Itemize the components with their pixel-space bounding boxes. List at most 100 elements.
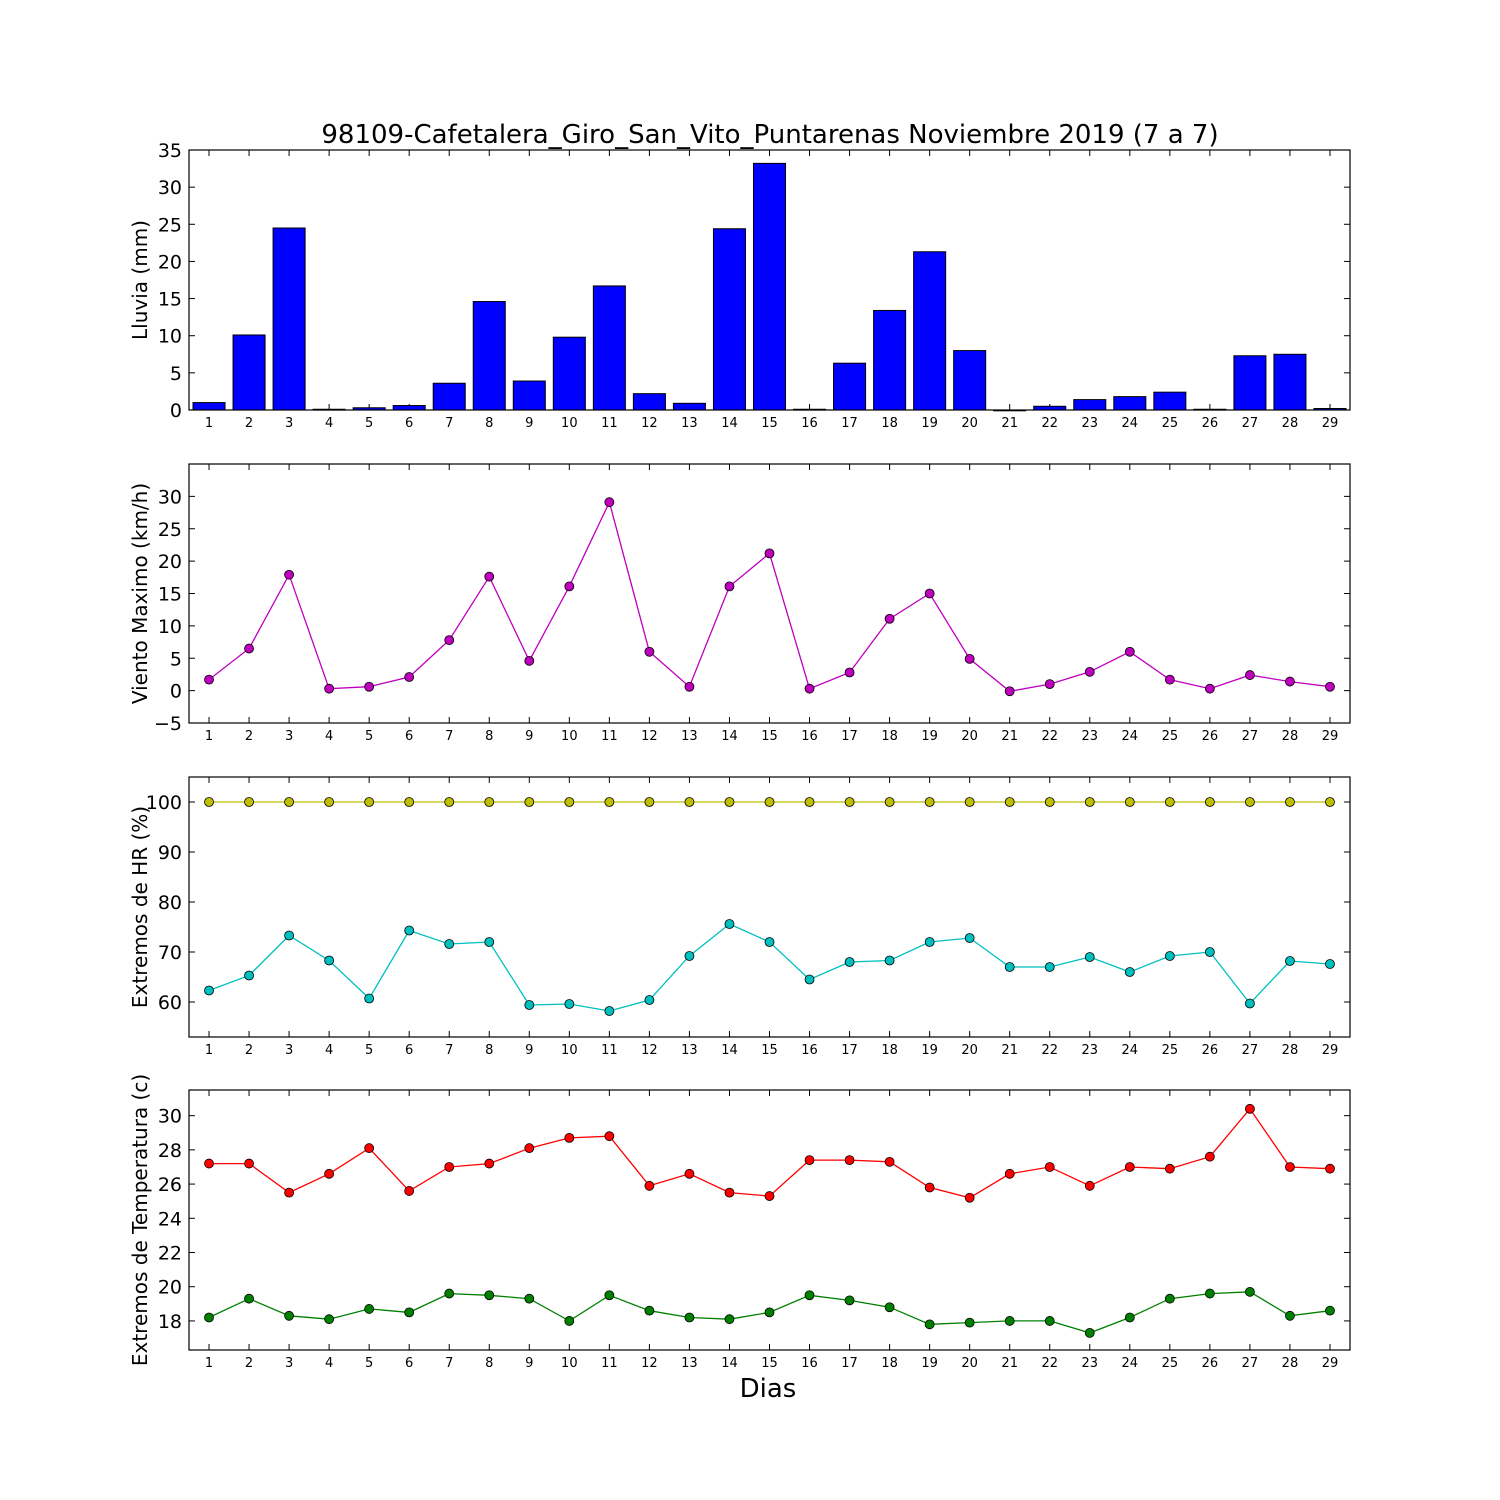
- wind-xtick-label: 29: [1322, 729, 1339, 744]
- humidity-data-point: [244, 970, 254, 981]
- temperature-data-point: [924, 1319, 935, 1330]
- temperature-ytick-label: 22: [158, 1243, 182, 1265]
- rain-xtick-label: 10: [561, 416, 578, 431]
- wind-data-point: [724, 581, 735, 592]
- temperature-xtick-label: 23: [1082, 1356, 1099, 1371]
- temperature-data-point: [684, 1168, 695, 1179]
- wind-data-point: [1004, 686, 1015, 697]
- temperature-data-point: [244, 1158, 254, 1169]
- humidity-data-point: [1285, 956, 1295, 966]
- temperature-xtick-label: 26: [1202, 1356, 1219, 1371]
- rain-bar: [873, 309, 907, 411]
- rain-xtick-label: 28: [1282, 416, 1299, 431]
- wind-data-point: [1124, 646, 1135, 657]
- wind-xtick-label: 9: [525, 729, 533, 744]
- rain-bar: [592, 285, 626, 411]
- rain-ytick-label: 20: [158, 251, 182, 273]
- humidity-data-point: [1204, 947, 1215, 957]
- rain-xtick-label: 24: [1122, 416, 1139, 431]
- wind-xtick-label: 12: [641, 729, 658, 744]
- wind-xtick-label: 21: [1001, 729, 1018, 744]
- humidity-data-point: [484, 937, 495, 947]
- temperature-data-point: [764, 1307, 775, 1318]
- humidity-data-point: [1164, 951, 1175, 961]
- rain-bar: [432, 382, 466, 411]
- humidity-xtick-label: 11: [601, 1043, 618, 1058]
- humidity-data-point: [924, 937, 935, 947]
- rain-bar: [392, 405, 426, 411]
- temperature-data-point: [724, 1314, 735, 1325]
- rain-ytick-label: 5: [170, 363, 182, 385]
- temperature-data-point: [724, 1187, 735, 1198]
- temperature-data-point: [564, 1316, 575, 1326]
- humidity-ytick-label: 70: [158, 942, 182, 964]
- humidity-xtick-label: 5: [365, 1043, 373, 1058]
- temperature-xtick-label: 20: [961, 1356, 978, 1371]
- humidity-data-point: [484, 797, 495, 807]
- temperature-data-point: [764, 1191, 775, 1201]
- humidity-data-point: [724, 919, 735, 929]
- rain-bar: [272, 227, 306, 411]
- humidity-data-point: [1084, 952, 1095, 962]
- rain-xtick-label: 14: [721, 416, 738, 431]
- humidity-xtick-label: 23: [1082, 1043, 1099, 1058]
- rain-bar: [953, 350, 987, 411]
- figure-title: 98109-Cafetalera_Giro_San_Vito_Puntarena…: [321, 120, 1218, 150]
- wind-xtick-label: 24: [1122, 729, 1139, 744]
- humidity-data-point: [404, 797, 415, 807]
- temperature-data-point: [1204, 1288, 1215, 1299]
- rain-ytick-label: 0: [170, 400, 182, 422]
- wind-data-point: [804, 683, 815, 694]
- humidity-data-point: [204, 797, 214, 807]
- temperature-data-point: [1124, 1162, 1135, 1172]
- humidity-xtick-label: 8: [485, 1043, 493, 1058]
- temperature-data-point: [484, 1290, 495, 1301]
- temperature-data-point: [1325, 1163, 1335, 1174]
- temperature-ytick-label: 28: [158, 1140, 182, 1162]
- humidity-data-point: [1044, 797, 1055, 807]
- wind-ytick-label: 30: [158, 486, 182, 508]
- wind-xtick-label: 28: [1282, 729, 1299, 744]
- temperature-data-point: [524, 1293, 535, 1304]
- humidity-data-point: [604, 1006, 615, 1016]
- rain-xtick-label: 21: [1001, 416, 1018, 431]
- temperature-data-point: [1164, 1293, 1175, 1304]
- temperature-data-point: [1204, 1151, 1215, 1162]
- temperature-data-point: [404, 1307, 415, 1318]
- humidity-data-point: [244, 797, 254, 807]
- wind-data-point: [444, 635, 455, 646]
- rain-bar: [192, 402, 226, 411]
- humidity-axes-frame: [188, 776, 1351, 1038]
- wind-data-point: [524, 655, 535, 666]
- rain-xtick-label: 3: [285, 416, 293, 431]
- rain-xtick-label: 5: [365, 416, 373, 431]
- humidity-xtick-label: 7: [445, 1043, 453, 1058]
- humidity-data-point: [604, 797, 615, 807]
- humidity-xtick-label: 6: [405, 1043, 413, 1058]
- humidity-data-point: [524, 797, 535, 807]
- humidity-xtick-label: 21: [1001, 1043, 1018, 1058]
- temperature-data-point: [964, 1317, 975, 1328]
- wind-data-point: [964, 653, 975, 664]
- rain-xtick-label: 27: [1242, 416, 1259, 431]
- rain-xtick-label: 12: [641, 416, 658, 431]
- wind-xtick-label: 25: [1162, 729, 1179, 744]
- wind-data-point: [844, 667, 855, 678]
- rain-xtick-label: 22: [1041, 416, 1058, 431]
- wind-xtick-label: 15: [761, 729, 778, 744]
- temperature-xtick-label: 28: [1282, 1356, 1299, 1371]
- wind-data-point: [684, 681, 695, 692]
- humidity-data-point: [1204, 797, 1215, 807]
- rain-bar: [833, 362, 867, 411]
- wind-y-axis-label: Viento Maximo (km/h): [128, 483, 152, 704]
- rain-axes-frame: [188, 149, 1351, 411]
- temperature-data-point: [1245, 1286, 1255, 1297]
- temperature-xtick-label: 10: [561, 1356, 578, 1371]
- wind-xtick-label: 5: [365, 729, 373, 744]
- x-axis-label: Dias: [740, 1374, 797, 1404]
- wind-xtick-label: 22: [1041, 729, 1058, 744]
- rain-xtick-label: 2: [245, 416, 253, 431]
